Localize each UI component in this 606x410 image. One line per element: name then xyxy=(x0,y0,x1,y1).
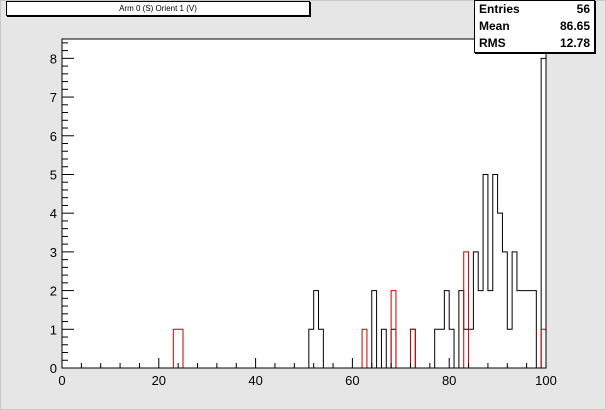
plot-border xyxy=(61,38,547,369)
y-tick-label: 7 xyxy=(50,90,57,105)
stats-box: Entries 56 Mean 86.65 RMS 12.78 xyxy=(474,0,595,53)
x-tick-label: 80 xyxy=(442,373,456,388)
x-tick-label: 40 xyxy=(248,373,262,388)
y-tick-label: 5 xyxy=(50,167,57,182)
stat-label: Entries xyxy=(479,2,520,16)
plot-frame xyxy=(61,38,547,369)
stat-label: RMS xyxy=(479,36,506,50)
y-tick-label: 4 xyxy=(50,206,57,221)
stat-row-mean: Mean 86.65 xyxy=(479,18,590,34)
x-tick-label: 60 xyxy=(345,373,359,388)
x-tick-label: 20 xyxy=(152,373,166,388)
y-tick-label: 6 xyxy=(50,129,57,144)
y-tick-label: 3 xyxy=(50,245,57,260)
stat-row-entries: Entries 56 xyxy=(479,1,590,17)
stat-value: 86.65 xyxy=(559,19,590,33)
stat-value: 12.78 xyxy=(559,36,590,50)
x-tick-label: 100 xyxy=(535,373,557,388)
y-tick-label: 2 xyxy=(50,284,57,299)
stat-value: 56 xyxy=(576,2,590,16)
histogram-title: Arm 0 (S) Orient 1 (V) xyxy=(6,1,310,16)
x-tick-label: 0 xyxy=(58,373,65,388)
y-tick-label: 0 xyxy=(50,361,57,376)
stat-label: Mean xyxy=(479,19,510,33)
axis-layer: 0 20 40 60 80 100 0 1 2 3 4 5 6 7 8 xyxy=(50,38,557,388)
y-tick-label: 1 xyxy=(50,322,57,337)
y-tick-label: 8 xyxy=(50,51,57,66)
stat-row-rms: RMS 12.78 xyxy=(479,35,590,51)
